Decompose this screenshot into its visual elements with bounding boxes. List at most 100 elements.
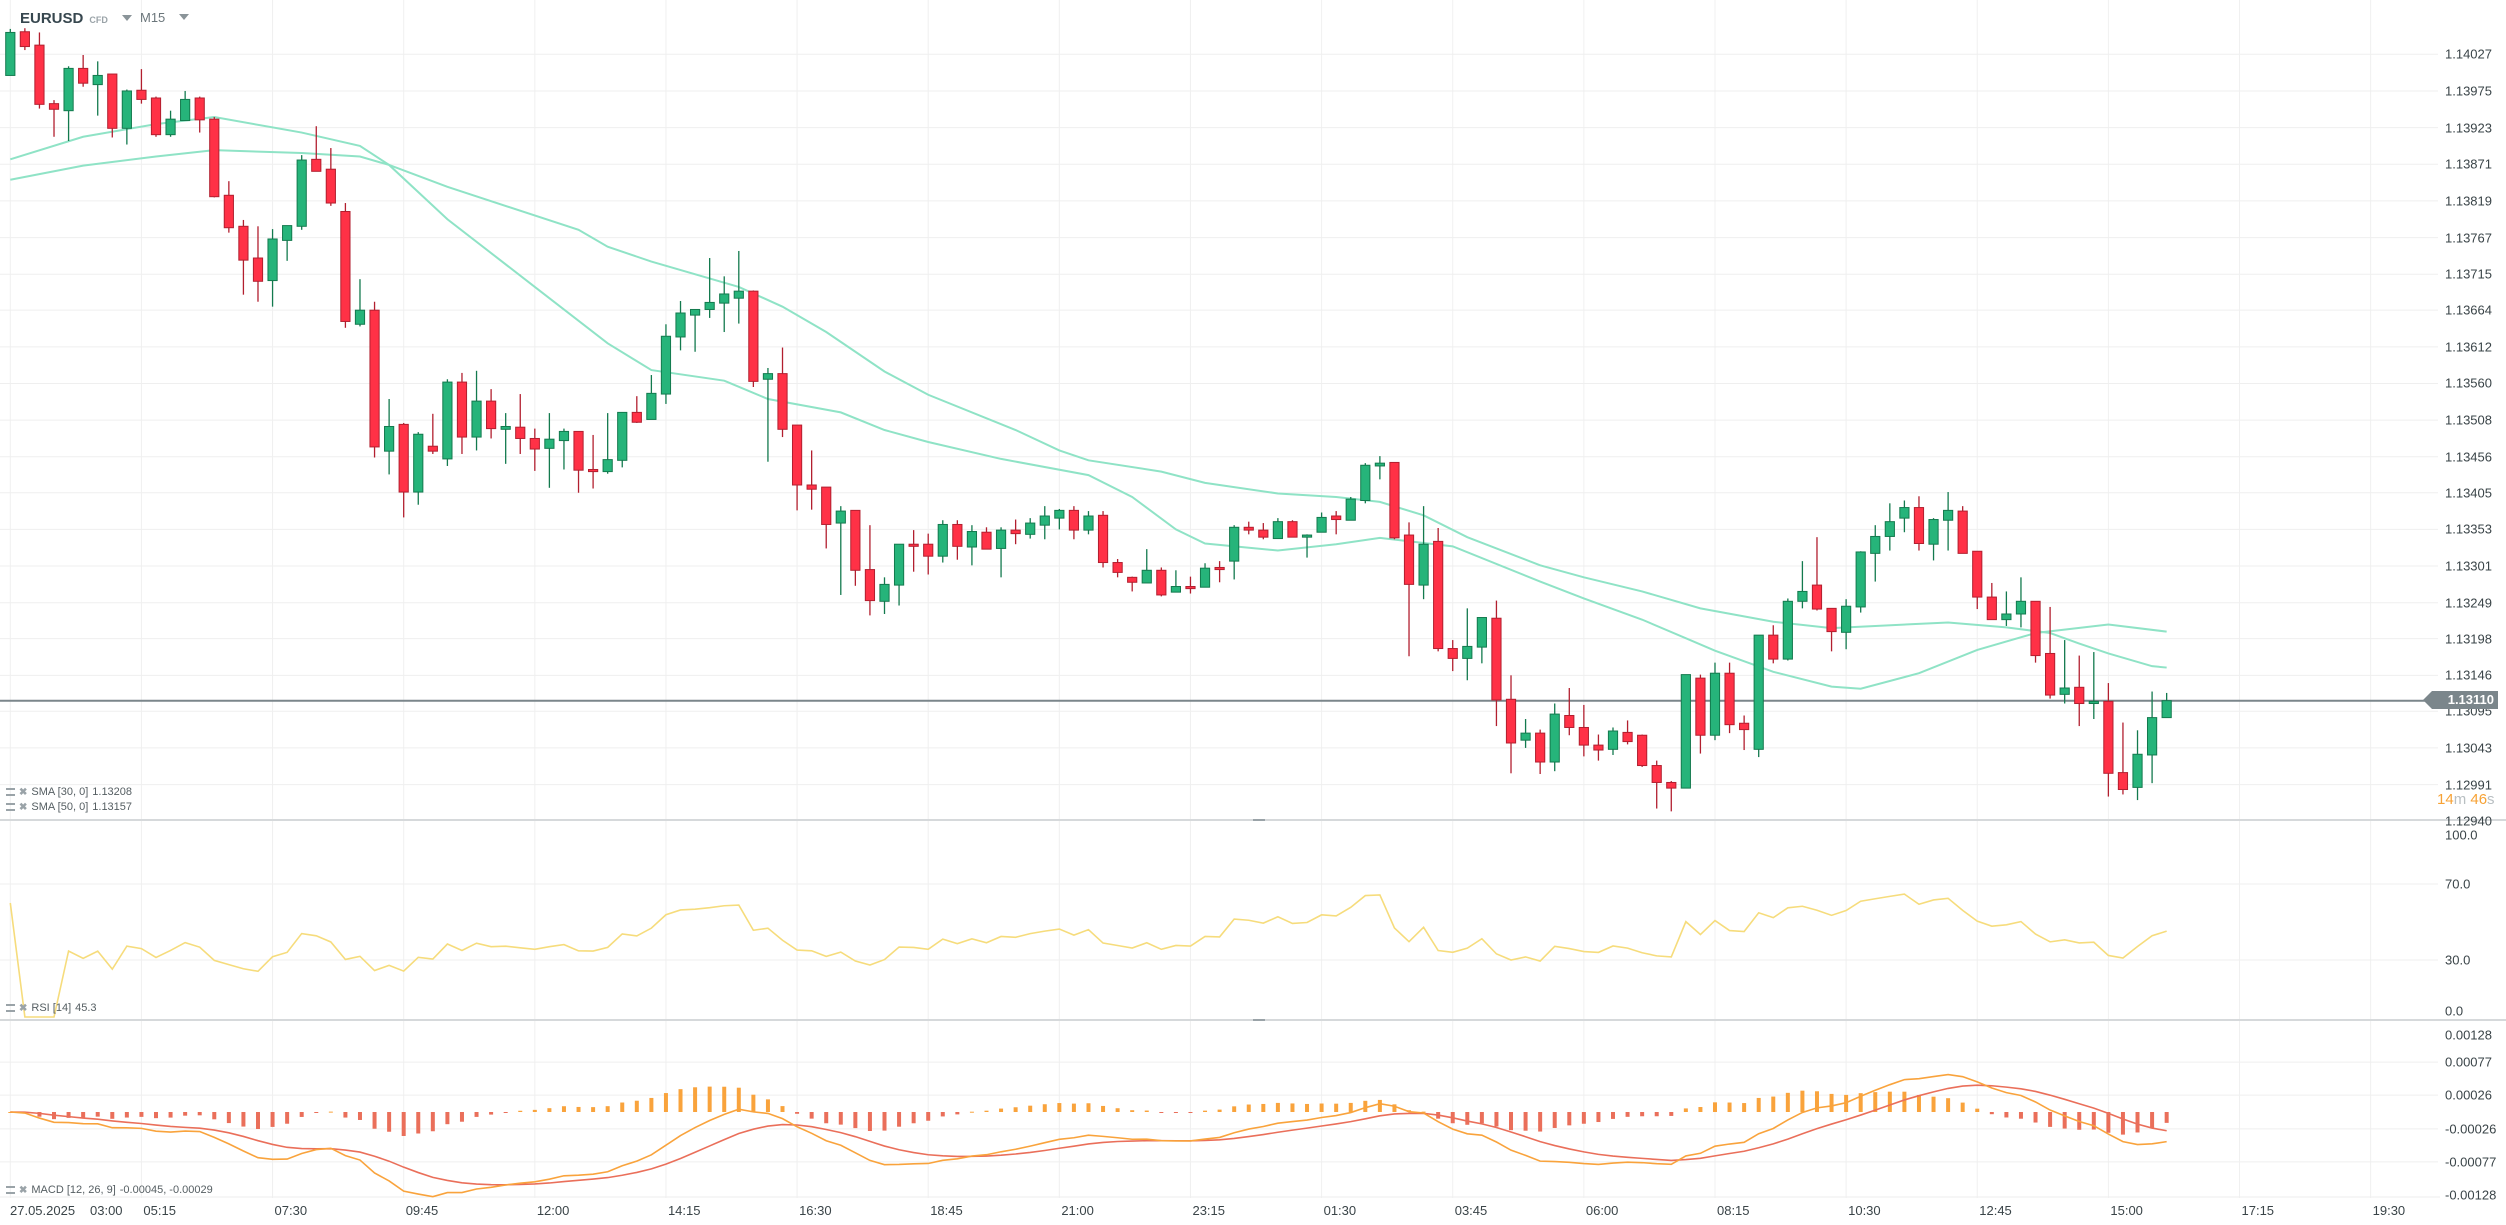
macd-histogram-bar <box>459 1112 464 1122</box>
candle-body <box>1986 596 1997 621</box>
candle-body <box>1564 714 1575 728</box>
macd-histogram-bar <box>1567 1112 1572 1126</box>
candle <box>384 398 395 475</box>
candle <box>1010 519 1021 545</box>
candle <box>937 520 948 563</box>
candle-body <box>1622 731 1633 743</box>
time-axis-label: 05:15 <box>143 1203 176 1218</box>
macd-histogram-bar <box>1742 1103 1747 1112</box>
macd-histogram-bar <box>678 1089 683 1112</box>
timeframe-selector[interactable]: M15 <box>140 10 190 25</box>
macd-histogram-bar <box>2062 1112 2067 1129</box>
timeframe-label: M15 <box>140 10 166 25</box>
macd-histogram-bar <box>1188 1112 1193 1113</box>
sma30-legend[interactable]: ✖ SMA [30, 0] 1.13208 <box>6 786 132 798</box>
candle-body <box>544 438 555 449</box>
macd-histogram-bar <box>518 1110 523 1112</box>
close-icon[interactable]: ✖ <box>19 1184 28 1196</box>
candle <box>806 450 817 510</box>
candle <box>515 394 526 454</box>
candle-body <box>165 118 176 136</box>
time-axis-label: 08:15 <box>1716 1203 1750 1218</box>
candle <box>631 396 642 423</box>
candle-body <box>966 531 978 548</box>
close-icon[interactable]: ✖ <box>19 1002 28 1014</box>
candle <box>1331 511 1342 535</box>
candle-body <box>1185 585 1196 590</box>
sma30-name: SMA [30, 0] <box>31 786 89 798</box>
candle <box>63 66 74 142</box>
candle <box>1724 662 1735 734</box>
macd-histogram-bar <box>955 1112 960 1115</box>
macd-histogram-bar <box>1727 1102 1732 1112</box>
candle-body <box>1229 526 1240 562</box>
macd-histogram-bar <box>722 1086 727 1112</box>
candle <box>981 527 992 550</box>
macd-histogram-bar <box>2106 1112 2111 1133</box>
candle <box>1884 503 1895 551</box>
macd-histogram-bar <box>1596 1112 1601 1123</box>
menu-icon[interactable] <box>6 803 15 811</box>
macd-signal-line <box>10 1084 2167 1186</box>
menu-icon[interactable] <box>6 1004 15 1012</box>
candle-body <box>762 373 774 380</box>
menu-icon[interactable] <box>6 1186 15 1194</box>
macd-legend[interactable]: ✖ MACD [12, 26, 9] -0.00045, -0.00029 <box>6 1184 213 1196</box>
candle-body <box>1010 529 1021 535</box>
close-icon[interactable]: ✖ <box>19 801 28 813</box>
time-axis-label: 06:00 <box>1585 1203 1619 1218</box>
candle <box>1505 675 1517 774</box>
candle <box>267 229 278 307</box>
candle-body <box>1884 521 1895 537</box>
macd-histogram-bar <box>81 1112 86 1118</box>
close-icon[interactable]: ✖ <box>19 786 28 798</box>
candle <box>646 375 657 420</box>
macd-histogram-bar <box>1173 1112 1178 1113</box>
time-axis-label: 10:30 <box>1848 1203 1881 1218</box>
candle-body <box>1913 507 1925 545</box>
candle <box>2030 600 2041 663</box>
candle-body <box>5 31 16 76</box>
macd-histogram-bar <box>1873 1092 1878 1112</box>
macd-histogram-bar <box>1698 1107 1703 1112</box>
macd-histogram-bar <box>663 1093 668 1112</box>
candle-body <box>1287 521 1298 538</box>
candle-body <box>864 569 876 602</box>
macd-histogram-bar <box>1756 1097 1761 1112</box>
candle-body <box>1637 734 1648 767</box>
macd-histogram-bar <box>154 1112 158 1119</box>
candle-body <box>1360 464 1371 502</box>
macd-histogram-bar <box>1115 1108 1120 1112</box>
candle <box>529 428 540 471</box>
candle <box>1476 617 1487 664</box>
candle <box>1068 506 1080 540</box>
macd-histogram-bar <box>1931 1096 1936 1112</box>
menu-icon[interactable] <box>6 788 15 796</box>
sma50-legend[interactable]: ✖ SMA [50, 0] 1.13157 <box>6 801 132 813</box>
candle <box>1768 625 1779 664</box>
candle-body <box>2015 600 2027 615</box>
macd-histogram-bar <box>1814 1091 1819 1112</box>
macd-histogram-bar <box>707 1086 712 1112</box>
sma50-value: 1.13157 <box>92 801 133 813</box>
candle-body <box>1112 562 1123 573</box>
rsi-legend[interactable]: ✖ RSI [14] 45.3 <box>6 1002 97 1014</box>
candle <box>2161 692 2172 719</box>
candle-body <box>733 290 744 299</box>
macd-histogram-bar <box>1902 1091 1907 1112</box>
candle-body <box>2132 753 2143 788</box>
candle <box>194 96 205 133</box>
candle-body <box>1651 765 1662 783</box>
macd-value: -0.00045, -0.00029 <box>119 1184 213 1196</box>
candle-body <box>1826 607 1837 633</box>
symbol-selector[interactable]: EURUSD CFD <box>20 10 132 27</box>
candle-body <box>2074 686 2085 705</box>
candle-body <box>456 381 468 438</box>
candle <box>1316 512 1327 533</box>
candle <box>762 367 774 462</box>
macd-histogram-bar <box>183 1112 188 1116</box>
candle <box>1870 525 1881 582</box>
candle <box>165 110 176 137</box>
macd-histogram-bar <box>401 1112 406 1136</box>
